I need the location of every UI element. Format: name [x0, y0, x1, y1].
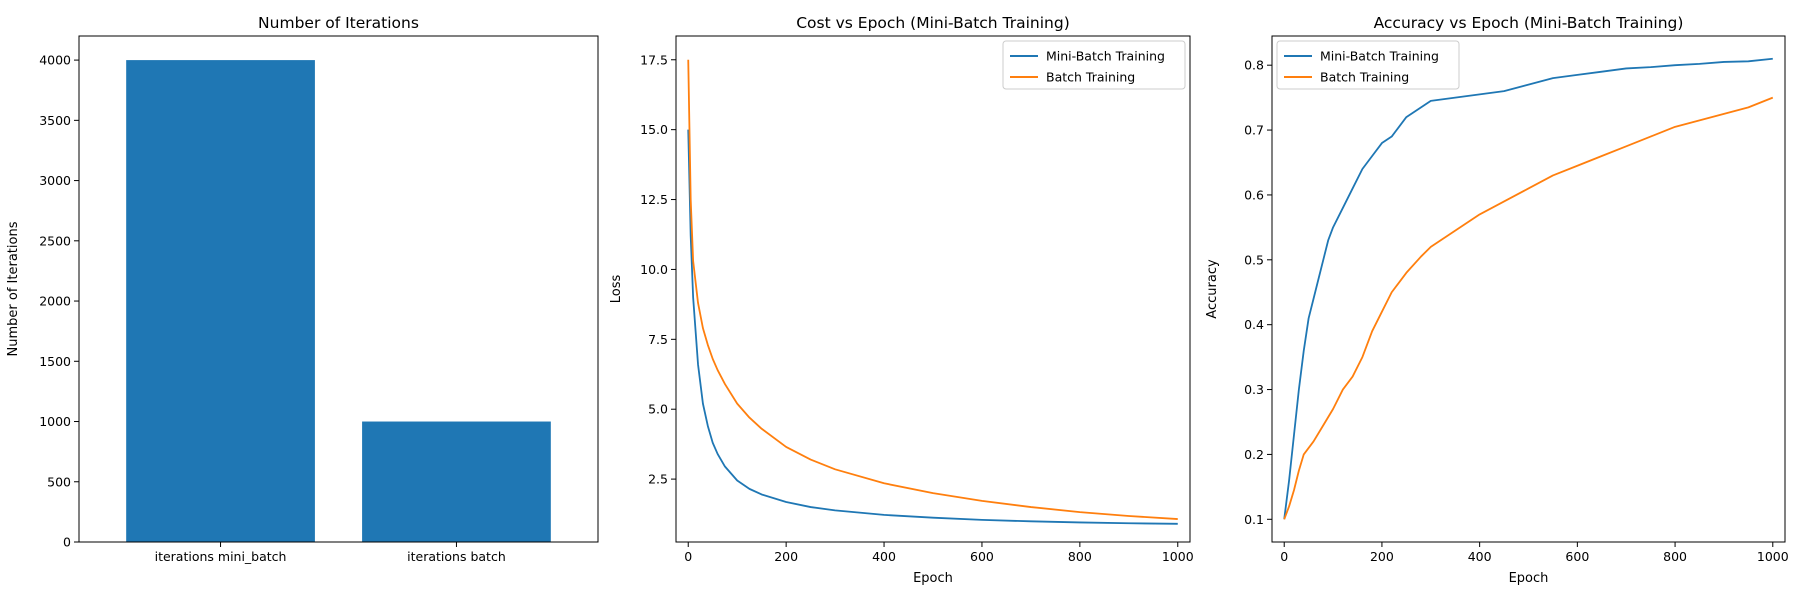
y-tick-label: 17.5: [640, 52, 668, 67]
x-tick-label: 600: [1565, 549, 1589, 564]
series-line: [1283, 57, 1773, 520]
panel-accuracy: Accuracy vs Epoch (Mini-Batch Training) …: [1205, 14, 1789, 586]
legend-entry-label: Batch Training: [1320, 70, 1409, 85]
panel-iterations-bar: Number of Iterations Number of Iteration…: [6, 14, 599, 564]
chart-title: Accuracy vs Epoch (Mini-Batch Training): [1374, 14, 1684, 32]
y-tick-label: 0.2: [1244, 447, 1264, 462]
x-tick-label: 0: [1280, 549, 1288, 564]
y-tick-label: 0.3: [1244, 382, 1264, 397]
panel-cost: Cost vs Epoch (Mini-Batch Training) Epoc…: [609, 14, 1194, 586]
y-tick-label: 2.5: [648, 472, 668, 487]
legend-box: [1002, 40, 1186, 90]
x-tick-label: iterations mini_batch: [155, 549, 287, 564]
x-tick-label: 1000: [1162, 549, 1194, 564]
x-tick-label: 600: [970, 549, 994, 564]
axes-frame: [78, 35, 599, 543]
x-tick-label: 1000: [1757, 549, 1789, 564]
series-line: [687, 129, 1178, 525]
y-tick-label: 10.0: [640, 262, 668, 277]
x-tick-label: 800: [1663, 549, 1687, 564]
legend-box: [1276, 40, 1460, 90]
y-tick-label: 4000: [39, 53, 71, 68]
series-line: [687, 59, 1178, 520]
x-tick-label: iterations batch: [407, 549, 506, 564]
plot-area: 0 200 400 600 800 1000 0.1 0.2 0.3 0.4 0.5 0.6 0.7 0.…: [1244, 58, 1789, 564]
axes-frame: [1271, 35, 1786, 543]
y-tick-label: 2000: [39, 294, 71, 309]
y-tick-label: 12.5: [640, 192, 668, 207]
axes-frame: [675, 35, 1191, 543]
y-axis-label: Number of Iterations: [6, 221, 21, 356]
y-tick-label: 0.8: [1244, 58, 1264, 73]
legend-entry-label: Mini-Batch Training: [1046, 49, 1165, 64]
x-axis-label: Epoch: [1509, 571, 1549, 586]
y-tick-label: 0: [63, 535, 71, 550]
y-tick-label: 5.0: [648, 402, 668, 417]
x-tick-label: 800: [1068, 549, 1092, 564]
x-axis-label: Epoch: [913, 571, 953, 586]
chart-title: Number of Iterations: [258, 14, 419, 32]
y-axis-label: Loss: [609, 275, 624, 304]
x-tick-label: 0: [684, 549, 692, 564]
plot-area: iterations mini_batch iterations batch 0 50…: [39, 53, 551, 564]
y-axis-label: Accuracy: [1205, 259, 1220, 319]
plot-area: 0 200 400 600 800 1000 2.5 5.0 7.5 10.0 12.5 15.0 17…: [640, 52, 1194, 564]
x-tick-label: 200: [1370, 549, 1394, 564]
y-tick-label: 500: [47, 474, 71, 489]
legend: Mini-Batch Training Batch Training: [1002, 40, 1186, 90]
legend-entry-label: Mini-Batch Training: [1320, 49, 1439, 64]
x-tick-label: 400: [872, 549, 896, 564]
y-tick-label: 2500: [39, 233, 71, 248]
y-tick-label: 0.7: [1244, 123, 1264, 138]
y-tick-label: 7.5: [648, 332, 668, 347]
y-tick-label: 0.4: [1244, 317, 1264, 332]
y-tick-label: 0.6: [1244, 187, 1264, 202]
chart-title: Cost vs Epoch (Mini-Batch Training): [796, 14, 1070, 32]
y-tick-label: 0.1: [1244, 512, 1264, 527]
y-tick-label: 1500: [39, 354, 71, 369]
legend-entry-label: Batch Training: [1046, 70, 1135, 85]
x-tick-label: 400: [1468, 549, 1492, 564]
y-tick-label: 3500: [39, 113, 71, 128]
series-line: [1283, 96, 1774, 520]
bar: [362, 421, 551, 542]
legend: Mini-Batch Training Batch Training: [1276, 40, 1460, 90]
x-tick-label: 200: [774, 549, 798, 564]
y-tick-label: 15.0: [640, 122, 668, 137]
bar: [126, 60, 315, 542]
y-tick-label: 3000: [39, 173, 71, 188]
y-tick-label: 0.5: [1244, 252, 1264, 267]
y-tick-label: 1000: [39, 414, 71, 429]
